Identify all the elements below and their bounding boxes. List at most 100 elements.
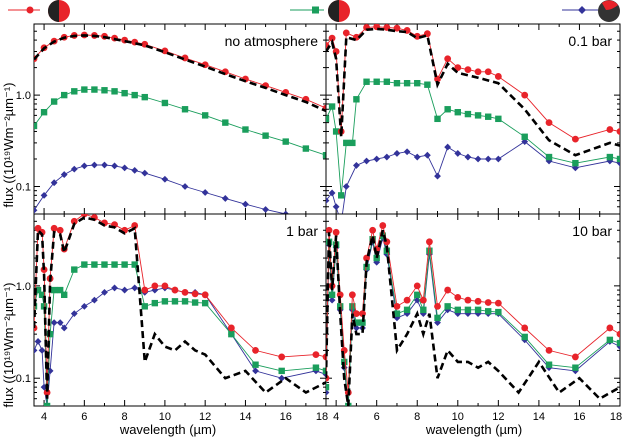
- data-point-blue: [494, 155, 502, 163]
- data-point-green: [326, 383, 330, 391]
- data-point-green: [50, 98, 58, 105]
- data-point-green: [403, 79, 411, 87]
- data-point-blue: [34, 338, 42, 345]
- data-point-blue: [328, 296, 336, 304]
- data-point-blue: [34, 347, 38, 354]
- data-point-red: [161, 282, 169, 290]
- data-point-green: [61, 291, 68, 299]
- panels: no atmosphere 0.1 bar 1 bar 10 bar 1.0 0.1 1.0…: [16, 23, 622, 423]
- data-point-blue: [338, 219, 345, 226]
- data-point-green: [328, 291, 336, 299]
- data-point-green: [262, 132, 269, 139]
- data-point-red: [80, 214, 88, 218]
- data-point-green: [521, 133, 528, 140]
- data-point-green: [181, 106, 189, 113]
- data-point-green: [181, 298, 189, 305]
- data-point-blue: [70, 165, 78, 173]
- data-point-blue: [50, 319, 58, 327]
- data-point-red: [43, 389, 51, 396]
- data-point-red: [606, 324, 614, 332]
- data-point-red: [328, 34, 336, 42]
- data-point-blue: [282, 210, 290, 214]
- data-point-red: [454, 64, 462, 72]
- x-tick-label: 14: [533, 411, 545, 423]
- data-point-red: [332, 228, 340, 236]
- data-point-blue: [444, 143, 452, 151]
- data-point-green: [572, 159, 579, 167]
- data-point-green: [161, 99, 169, 107]
- data-point-red: [484, 68, 492, 76]
- data-point-green: [81, 86, 88, 93]
- x-tick-label: 8: [414, 411, 420, 423]
- data-point-green: [141, 303, 148, 310]
- legend-blue-entry: [562, 0, 620, 22]
- data-point-green: [383, 78, 391, 85]
- data-point-red: [131, 222, 139, 229]
- series-line-green-marker: [326, 233, 620, 406]
- legend-red-marker: [26, 6, 34, 14]
- data-point-green: [349, 139, 356, 147]
- data-point-green: [373, 254, 380, 262]
- legend: [8, 0, 620, 22]
- data-point-red: [342, 29, 350, 37]
- x-tick-label: 18: [316, 411, 328, 423]
- data-point-red: [56, 226, 64, 234]
- panel-2: 0.1 bar: [325, 23, 621, 226]
- data-point-red: [444, 286, 452, 294]
- data-point-red: [474, 297, 482, 305]
- y-tick-label: 1.0: [16, 90, 31, 102]
- panel-frame: [325, 213, 621, 407]
- data-point-green: [161, 298, 169, 305]
- data-point-blue: [454, 150, 462, 157]
- data-point-red: [484, 299, 492, 306]
- data-point-green: [545, 361, 553, 368]
- data-point-blue: [91, 296, 98, 304]
- data-point-red: [454, 293, 462, 301]
- data-point-blue: [464, 153, 472, 161]
- x-tick-label: 6: [81, 411, 87, 423]
- data-point-red: [434, 302, 441, 310]
- planet-half-dark-red-icon: [48, 0, 70, 22]
- data-point-red: [151, 282, 159, 290]
- data-point-green: [91, 261, 98, 268]
- data-point-blue: [326, 197, 330, 205]
- data-point-red: [278, 353, 286, 361]
- data-point-red: [545, 347, 553, 354]
- panel-label: no atmosphere: [225, 33, 319, 49]
- panel-3: 1 bar: [33, 213, 327, 407]
- data-point-green: [34, 286, 42, 294]
- data-point-green: [572, 364, 579, 371]
- data-point-green: [521, 333, 528, 341]
- data-point-green: [420, 306, 427, 314]
- data-point-green: [454, 109, 461, 116]
- data-point-green: [393, 310, 401, 317]
- data-point-green: [302, 145, 310, 152]
- data-point-red: [181, 288, 189, 296]
- series-group: [34, 31, 326, 214]
- data-point-green: [343, 139, 350, 147]
- panel-label: 10 bar: [572, 223, 612, 239]
- panel-1: no atmosphere: [33, 23, 327, 215]
- data-point-blue: [80, 162, 88, 170]
- data-point-blue: [252, 367, 259, 375]
- data-point-red: [201, 291, 209, 299]
- data-point-blue: [101, 288, 108, 296]
- y-tick-label: 0.1: [16, 181, 31, 193]
- data-point-green: [606, 153, 614, 161]
- data-point-blue: [111, 162, 118, 170]
- x-tick-label: 8: [122, 411, 128, 423]
- data-point-blue: [403, 148, 411, 156]
- x-tick-label: 4: [333, 411, 339, 423]
- legend-green-entry: [290, 0, 350, 22]
- data-point-blue: [131, 284, 139, 292]
- data-point-blue: [221, 195, 229, 202]
- data-point-blue: [328, 189, 336, 197]
- data-point-red: [521, 91, 529, 99]
- data-point-green: [121, 261, 128, 268]
- data-point-blue: [326, 389, 330, 396]
- data-point-red: [171, 286, 179, 294]
- data-point-blue: [151, 286, 159, 294]
- data-point-blue: [161, 175, 169, 183]
- data-point-red: [606, 126, 614, 133]
- data-point-red: [403, 296, 411, 304]
